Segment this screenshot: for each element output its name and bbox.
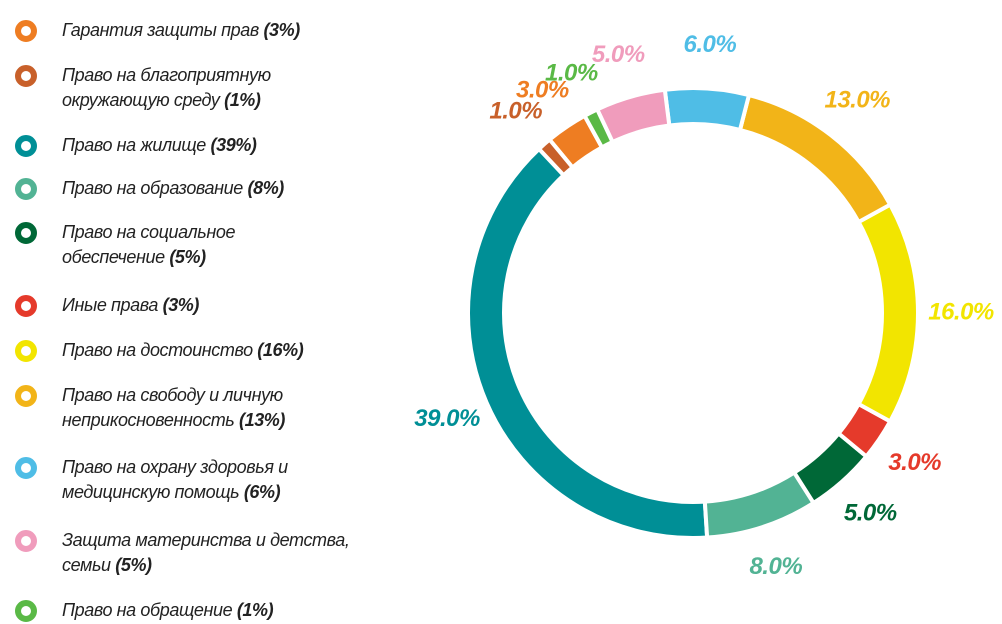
data-label: 39.0% [414,405,480,432]
legend-label: Право на охрану здоровья и медицинскую п… [62,457,288,502]
donut-segment [702,469,817,540]
legend-value: (3%) [263,20,300,40]
legend-marker [15,385,37,407]
legend-marker [15,222,37,244]
donut-segment [466,146,710,540]
data-label: 3.0% [888,449,941,476]
data-label: 5.0% [844,499,897,526]
legend-entry: Право на жилище (39%) [62,133,352,158]
legend-marker [15,178,37,200]
legend-value: (3%) [162,295,200,315]
legend-entry: Право на охрану здоровья и медицинскую п… [62,455,352,505]
legend-entry: Право на социальное обеспечение (5%) [62,220,352,270]
data-label: 3.0% [516,77,569,104]
legend-entry: Право на достоинство (16%) [62,338,352,363]
legend-label: Право на социальное обеспечение [62,222,236,267]
data-label: 16.0% [928,298,994,325]
data-label: 1.0% [545,60,598,87]
data-label: 8.0% [749,553,802,580]
legend-label: Право на свободу и личную неприкосновенн… [62,385,283,430]
legend-entry: Право на благоприятную окружающую среду … [62,63,352,113]
legend-label: Иные права [62,295,158,315]
legend-marker [15,457,37,479]
legend-value: (1%) [224,90,261,110]
data-label: 13.0% [824,87,890,114]
legend-label: Гарантия защиты прав [62,20,259,40]
legend-entry: Иные права (3%) [62,293,352,318]
legend-entry: Право на образование (8%) [62,176,352,201]
donut-segment [662,86,752,133]
legend-marker [15,600,37,622]
legend-label: Защита материнства и детства, семьи [62,530,350,575]
legend-marker [15,20,37,42]
legend-entry: Защита материнства и детства, семьи (5%) [62,528,352,578]
donut-segment [855,201,920,425]
legend-label: Право на жилище [62,135,206,155]
legend-entry: Право на свободу и личную неприкосновенн… [62,383,352,433]
legend-marker [15,530,37,552]
legend-marker [15,65,37,87]
data-label: 5.0% [592,41,645,68]
legend-entry: Право на обращение (1%) [62,598,352,623]
legend-marker [15,340,37,362]
legend-entry: Гарантия защиты прав (3%) [62,18,352,43]
legend-label: Право на благоприятную окружающую среду [62,65,271,110]
legend-value: (39%) [210,135,257,155]
legend-label: Право на обращение [62,600,233,620]
donut-segment [737,92,893,225]
data-label: 6.0% [683,31,736,58]
legend-value: (16%) [257,340,304,360]
legend-marker [15,295,37,317]
legend-value: (5%) [115,555,152,575]
legend-value: (6%) [243,482,281,502]
legend-value: (8%) [247,178,284,198]
legend-label: Право на достоинство [62,340,253,360]
legend-value: (5%) [169,247,206,267]
legend-value: (1%) [236,600,274,620]
legend-label: Право на образование [62,178,243,198]
legend-value: (13%) [238,410,285,430]
donut-segment [581,106,616,151]
legend-marker [15,135,37,157]
data-label: 1.0% [489,97,542,124]
